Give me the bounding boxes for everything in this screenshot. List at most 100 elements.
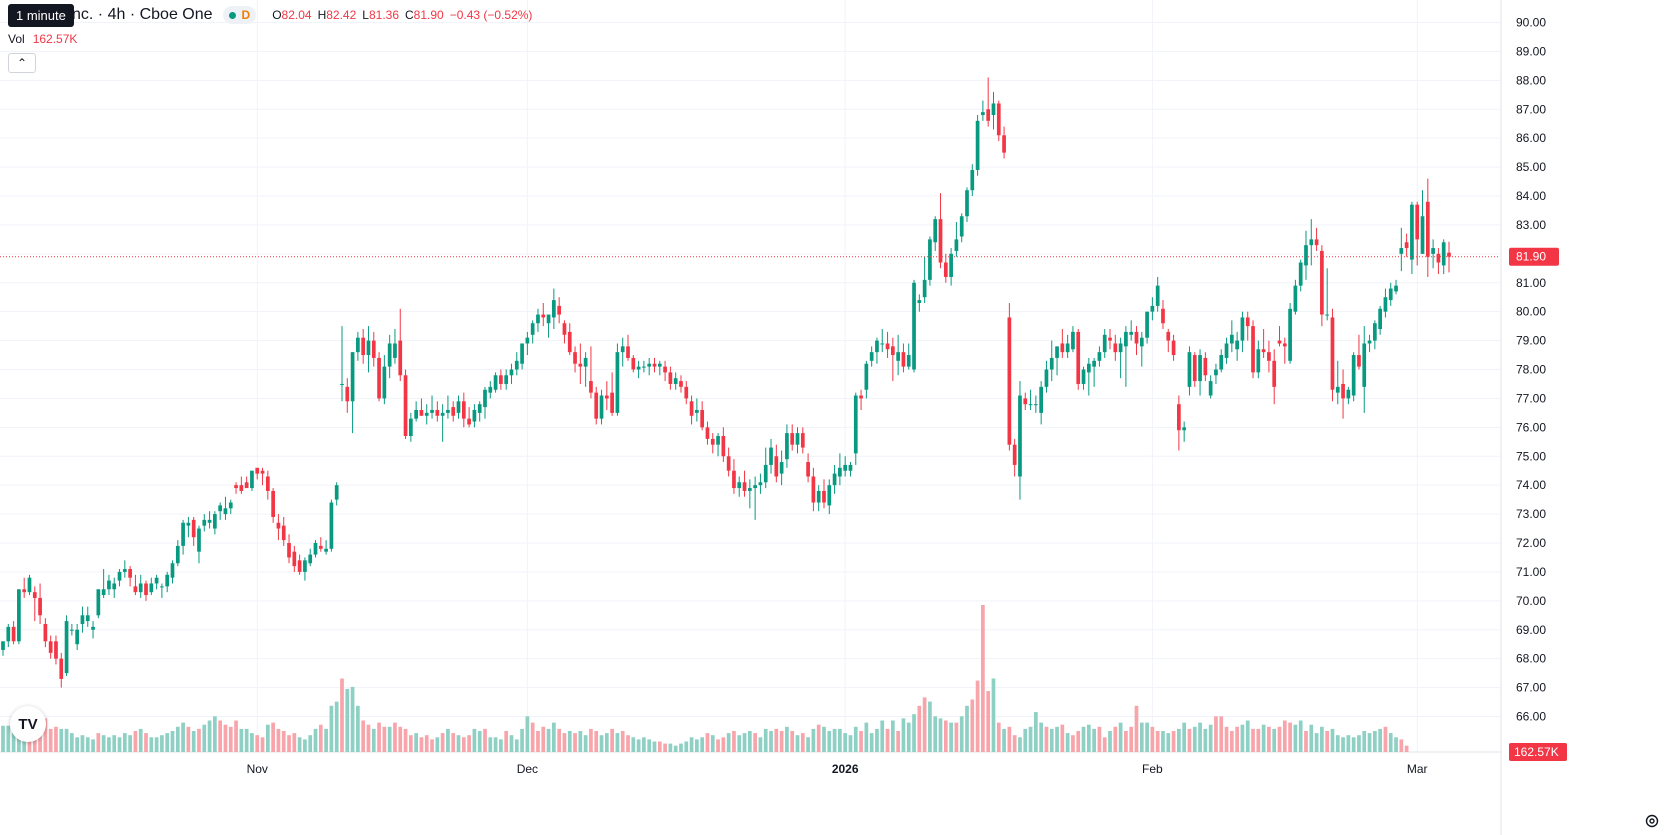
candle-body (917, 300, 922, 303)
candle-body (271, 490, 275, 517)
volume-bar (647, 739, 652, 752)
volume-bar (250, 733, 254, 752)
volume-bar (695, 739, 699, 752)
chart-settings-button[interactable] (1643, 812, 1661, 830)
candle-body (1404, 242, 1409, 249)
candle-body (446, 409, 450, 413)
candle-body (785, 433, 789, 460)
candle-body (991, 103, 996, 116)
volume-bar (1267, 726, 1271, 752)
volume-bar (1145, 722, 1149, 752)
volume-bar (430, 739, 434, 752)
candle-body (652, 363, 657, 367)
volume-bar (1304, 731, 1308, 752)
volume-bar (393, 722, 397, 752)
volume-bar (1028, 726, 1033, 752)
volume-bar (329, 705, 334, 752)
candle-body (1267, 352, 1271, 361)
volume-bar (408, 735, 413, 752)
candle-body (631, 357, 636, 370)
volume-bar (499, 739, 503, 752)
candle-body (1325, 314, 1330, 316)
candle-body (853, 395, 858, 454)
price-tick-label: 84.00 (1516, 189, 1546, 203)
price-tick-label: 67.00 (1516, 681, 1546, 695)
price-tick-label: 88.00 (1516, 73, 1546, 87)
time-axis[interactable]: NovDec2026FebMarApr (247, 762, 1678, 776)
volume-bar (112, 735, 117, 752)
candle-body (48, 641, 53, 653)
volume-bar (202, 724, 207, 752)
candle-body (329, 502, 334, 549)
volume-bar (472, 728, 477, 752)
candle-body (610, 392, 614, 413)
volume-bar (144, 733, 148, 752)
volume-bar (297, 737, 302, 752)
volume-bar (281, 731, 286, 752)
low-label: L (362, 8, 369, 22)
candle-body (800, 433, 805, 448)
volume-bar (218, 720, 223, 752)
volume-bar (493, 737, 498, 752)
volume-bar (1161, 731, 1165, 752)
gear-icon (1645, 814, 1659, 828)
candle-body (160, 586, 164, 588)
volume-bar (673, 745, 678, 752)
price-axis[interactable]: 66.00 67.00 68.00 69.00 70.00 71.00 72.00 73.00… (1516, 16, 1546, 724)
candle-body (811, 476, 816, 503)
volume-bar (912, 714, 916, 752)
volume-bar (716, 739, 720, 752)
market-status[interactable]: D (222, 6, 257, 24)
candle-body (705, 427, 710, 439)
last-price-tag-label: 81.90 (1516, 250, 1546, 264)
price-tick-label: 86.00 (1516, 131, 1546, 145)
candle-body (80, 615, 85, 624)
tradingview-logo[interactable]: TV (10, 706, 46, 742)
candle-body (340, 383, 344, 385)
candle-body (499, 375, 503, 384)
volume-bar (578, 731, 583, 752)
price-tick-label: 89.00 (1516, 44, 1546, 58)
volume-bar (880, 720, 885, 752)
volume-bar (838, 728, 842, 752)
volume-bar (1018, 737, 1022, 752)
volume-bar (747, 731, 752, 752)
candle-body (1044, 369, 1049, 387)
candle-body (85, 615, 90, 622)
candle-body (297, 560, 302, 572)
volume-bar (165, 733, 170, 752)
volume-bar (1372, 731, 1377, 752)
volume-bar (1277, 726, 1282, 752)
volume-bar (567, 731, 572, 752)
candle-body (578, 363, 583, 367)
candle-body (117, 571, 122, 581)
volume-bar (615, 733, 620, 752)
candle-body (1129, 331, 1134, 335)
candle-body (827, 485, 832, 506)
volume-bar (350, 686, 355, 752)
volume-bar (758, 737, 763, 752)
volume-bar (1399, 739, 1404, 752)
volume-bar (769, 731, 773, 752)
candle-body (1229, 334, 1234, 344)
candle-body (1161, 308, 1165, 324)
volume-bar (1086, 724, 1091, 752)
collapse-legend-button[interactable]: ⌃ (8, 53, 36, 73)
candle-body (1198, 355, 1202, 382)
volume-bar (1325, 731, 1330, 752)
candle-body (382, 366, 387, 399)
volume-bar (356, 705, 360, 752)
market-indicator: D (241, 8, 251, 22)
candle-body (64, 621, 69, 674)
candle-body (223, 508, 228, 515)
candle-body (1097, 352, 1102, 361)
candle-body (228, 502, 233, 509)
volume-bar (552, 722, 556, 752)
volume-bar (1192, 726, 1197, 752)
candle-body (1166, 331, 1171, 341)
volume-bar (943, 720, 948, 752)
volume-bar (573, 733, 577, 752)
candle-body (933, 219, 938, 243)
candle-body (710, 438, 715, 445)
